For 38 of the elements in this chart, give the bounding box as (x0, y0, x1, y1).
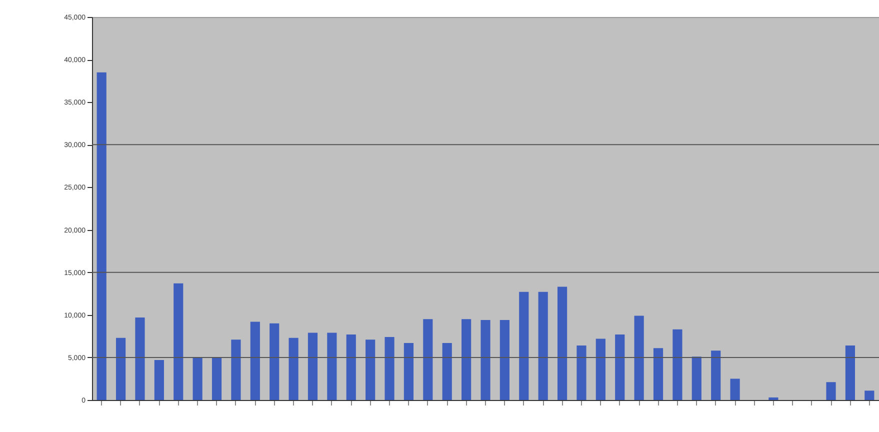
bar (538, 292, 548, 400)
bar (308, 332, 318, 400)
bar (519, 292, 529, 400)
bar (212, 357, 222, 400)
bar (730, 378, 740, 400)
bar (480, 320, 490, 400)
bar (596, 338, 606, 400)
bar (250, 322, 260, 400)
bar (864, 390, 874, 400)
bar (116, 338, 126, 400)
bar (154, 360, 164, 400)
bar (653, 348, 664, 400)
bar (96, 72, 106, 400)
bar (615, 334, 625, 400)
bar (576, 346, 586, 400)
bar (327, 332, 337, 400)
bar (366, 340, 376, 400)
bar (711, 350, 721, 400)
bar (500, 320, 510, 400)
bar (692, 356, 702, 400)
bar (404, 342, 414, 400)
bar (270, 323, 280, 400)
bar (672, 329, 682, 400)
bar (288, 338, 298, 400)
bar (231, 340, 241, 400)
bar (557, 286, 568, 400)
bar (442, 342, 452, 400)
bar (192, 357, 202, 400)
bar (768, 397, 778, 400)
bar (634, 316, 644, 400)
bar (462, 319, 472, 400)
bar (384, 337, 394, 400)
bar (174, 283, 184, 400)
bar (423, 319, 433, 400)
bar (135, 317, 145, 400)
bar (346, 334, 356, 400)
bar (845, 346, 856, 400)
bar (826, 382, 836, 400)
